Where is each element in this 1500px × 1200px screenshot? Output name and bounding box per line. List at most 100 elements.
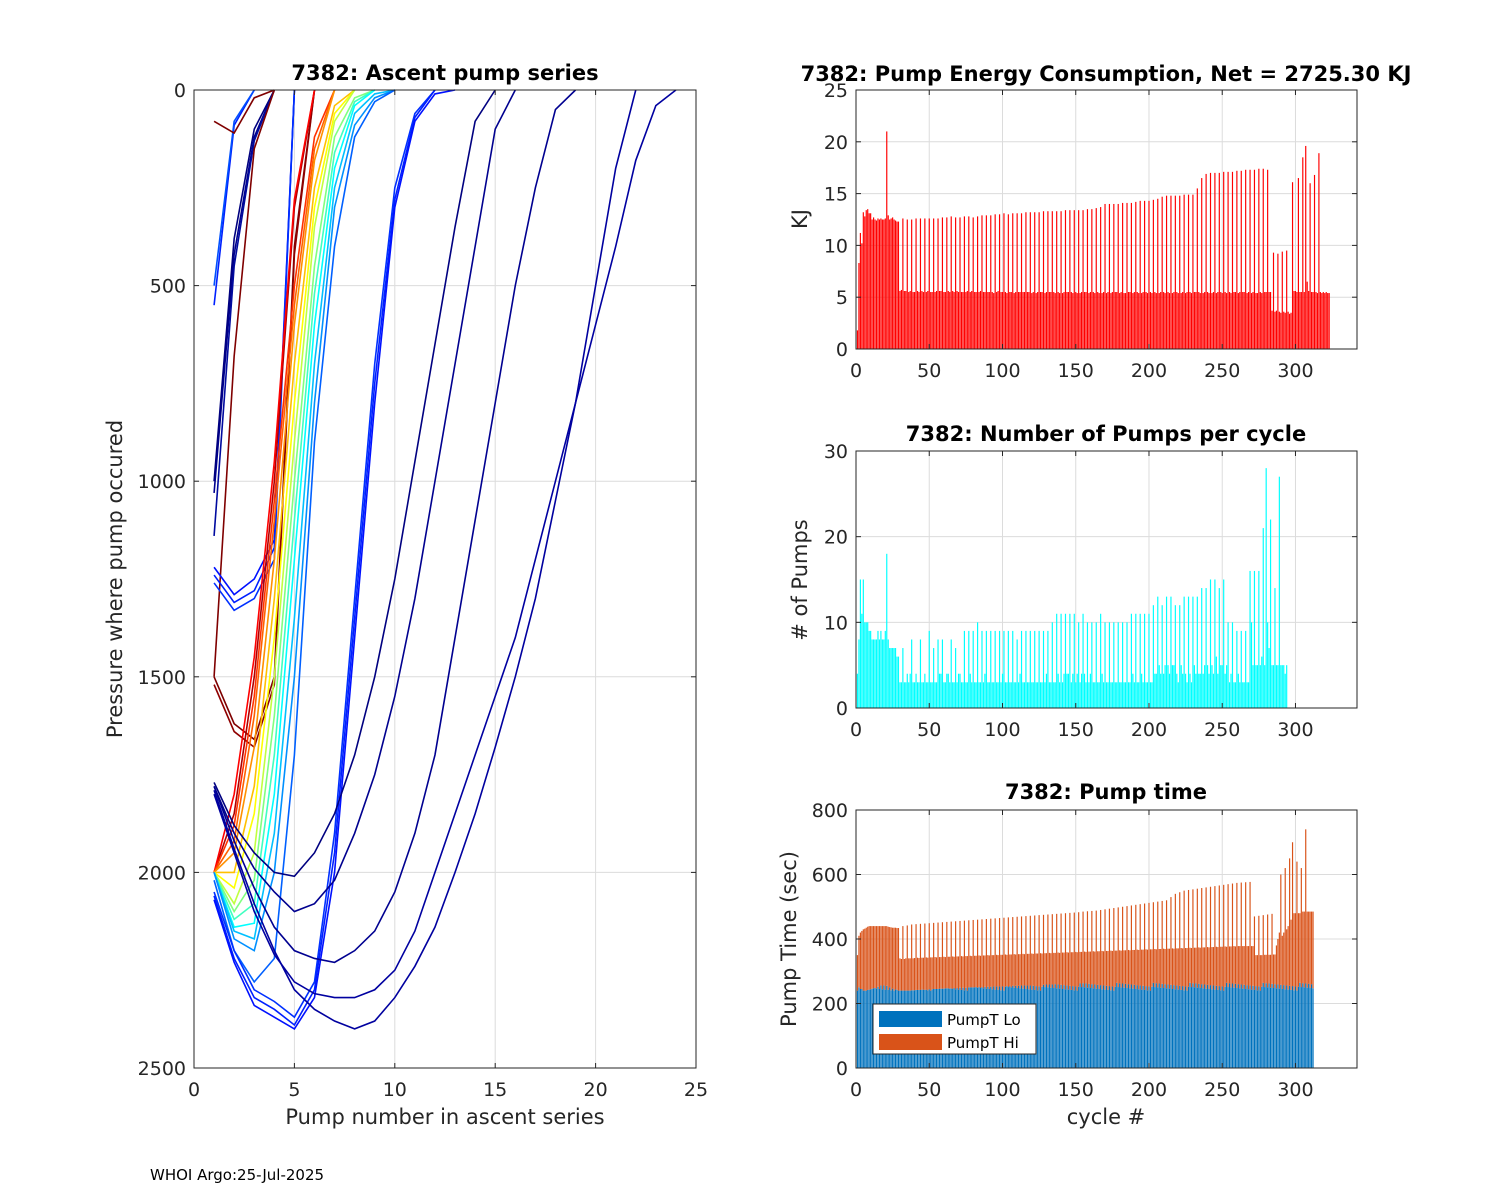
pumptime-hi-bar — [1155, 949, 1157, 984]
pumptime-lo-bar — [1286, 985, 1288, 1068]
energy-bar — [1050, 292, 1052, 349]
pumptime-hi-bar — [1004, 954, 1007, 987]
energy-bar — [997, 290, 999, 349]
energy-bar — [972, 217, 974, 349]
pumps-bar — [1064, 613, 1067, 708]
pumptime-hi-bar — [994, 918, 996, 990]
pumptime-hi-bar — [1261, 955, 1263, 987]
energy-bar — [1300, 292, 1302, 349]
pumptime-lo-bar — [1249, 985, 1251, 1068]
pumptime-hi-bar — [1001, 954, 1004, 987]
pumps-bar — [928, 630, 930, 708]
pumptime-lo-bar — [1193, 987, 1195, 1068]
pumptime-lo-bar — [1186, 990, 1188, 1068]
pumps-bar — [1240, 630, 1242, 708]
energy-bar — [1269, 292, 1272, 349]
energy-bar — [911, 219, 913, 349]
pumptime-hi-bar — [975, 955, 977, 988]
pumptime-hi-bar — [1294, 913, 1297, 987]
pumptime-legend[interactable]: PumpT Lo PumpT Hi — [872, 1003, 1037, 1055]
energy-bar — [1280, 312, 1282, 349]
energy-bar — [1067, 292, 1069, 349]
pumps-bar — [1041, 682, 1043, 708]
pumptime-lo-bar — [1054, 984, 1056, 1068]
pumps-bar — [1067, 673, 1069, 708]
pumps-bar — [947, 673, 949, 708]
pumptime-hi-bar — [1190, 948, 1193, 988]
pumptime-hi-bar — [1271, 913, 1273, 984]
pumptime-hi-bar — [1019, 954, 1021, 989]
pumps-bar — [1202, 673, 1204, 708]
pumps-bar — [1165, 596, 1168, 708]
energy-bar — [900, 289, 902, 349]
pumps-bar — [856, 673, 859, 708]
pumptime-lo-bar — [1256, 990, 1258, 1068]
pumps-bar — [890, 648, 892, 708]
ascent-series-profile-e11 — [213, 89, 376, 929]
pumps-bars — [856, 468, 1288, 708]
pumps-bar — [1256, 665, 1258, 708]
pumptime-hi-bar — [921, 957, 923, 990]
y-tick-label: 0 — [174, 80, 186, 102]
pumptime-lo-bar — [1048, 984, 1050, 1068]
pumps-bar — [1095, 622, 1097, 708]
pumps-bar — [1020, 630, 1023, 708]
pumptime-lo-bar — [1294, 986, 1297, 1068]
pumps-bar — [996, 682, 998, 708]
pumps-bar — [1019, 673, 1021, 708]
energy-bar — [1204, 292, 1206, 349]
pumptime-lo-bar — [1039, 990, 1042, 1068]
pumptime-hi-bar — [969, 955, 971, 988]
pumptime-lo-bar — [1271, 983, 1273, 1068]
pumps-bar — [900, 682, 902, 708]
energy-bar — [1294, 290, 1297, 349]
pumptime-hi-bar — [1102, 951, 1105, 986]
pumps-bar — [1224, 673, 1226, 708]
energy-bar — [1236, 170, 1238, 349]
energy-bar — [1201, 178, 1203, 349]
pumps-bar — [1281, 665, 1283, 708]
x-tick-label: 0 — [850, 719, 862, 741]
pumptime-lo-bar — [1312, 988, 1314, 1068]
pumps-bar — [935, 682, 938, 708]
pumptime-lo-bar — [1201, 984, 1203, 1068]
pumptime-hi-bar — [935, 957, 938, 989]
pumps-bar — [1122, 622, 1124, 708]
pumptime-hi-bar — [1072, 952, 1074, 987]
pumptime-hi-bar — [1146, 949, 1149, 991]
pumptime-lo-bar — [1126, 988, 1128, 1068]
pumps-bar — [906, 673, 908, 708]
pumps-bar — [1221, 665, 1223, 708]
pumptime-hi-bar — [963, 920, 965, 991]
pumptime-lo-bar — [1289, 985, 1291, 1068]
pumptime-hi-bar — [880, 926, 882, 986]
pumptime-hi-bar — [1098, 951, 1100, 989]
pumptime-hi-bar — [899, 958, 901, 991]
pumptime-hi-bar — [977, 919, 979, 988]
pumptime-hi-bar — [987, 955, 989, 987]
pumps-bar — [1022, 682, 1024, 708]
pumps-bar — [1196, 596, 1198, 708]
energy-bar — [892, 217, 894, 349]
pumptime-lo-bar — [1217, 989, 1219, 1068]
energy-bar — [1088, 293, 1090, 349]
pumptime-hi-bar — [861, 930, 863, 989]
pumptime-hi-bar — [1083, 951, 1086, 988]
energy-bar — [1095, 208, 1097, 349]
pumptime-lo-bar — [1309, 988, 1311, 1068]
pumptime-lo-bar — [1050, 987, 1052, 1068]
pumptime-hi-bar — [1240, 882, 1242, 985]
pumptime-lo-bar — [1299, 982, 1301, 1068]
energy-bar — [1023, 292, 1026, 349]
energy-bar — [1155, 293, 1157, 349]
pumptime-hi-bar — [1220, 946, 1222, 991]
pumps-bar — [883, 639, 885, 708]
pumptime-hi-bar — [1097, 951, 1099, 985]
energy-bar — [1076, 293, 1078, 349]
pumptime-hi-bar — [991, 955, 993, 990]
energy-bar — [1195, 292, 1197, 349]
energy-bar — [1079, 293, 1081, 349]
energy-bar — [1278, 311, 1280, 349]
pumptime-hi-bar — [1164, 948, 1166, 985]
pumptime-hi-bar — [1223, 884, 1225, 991]
